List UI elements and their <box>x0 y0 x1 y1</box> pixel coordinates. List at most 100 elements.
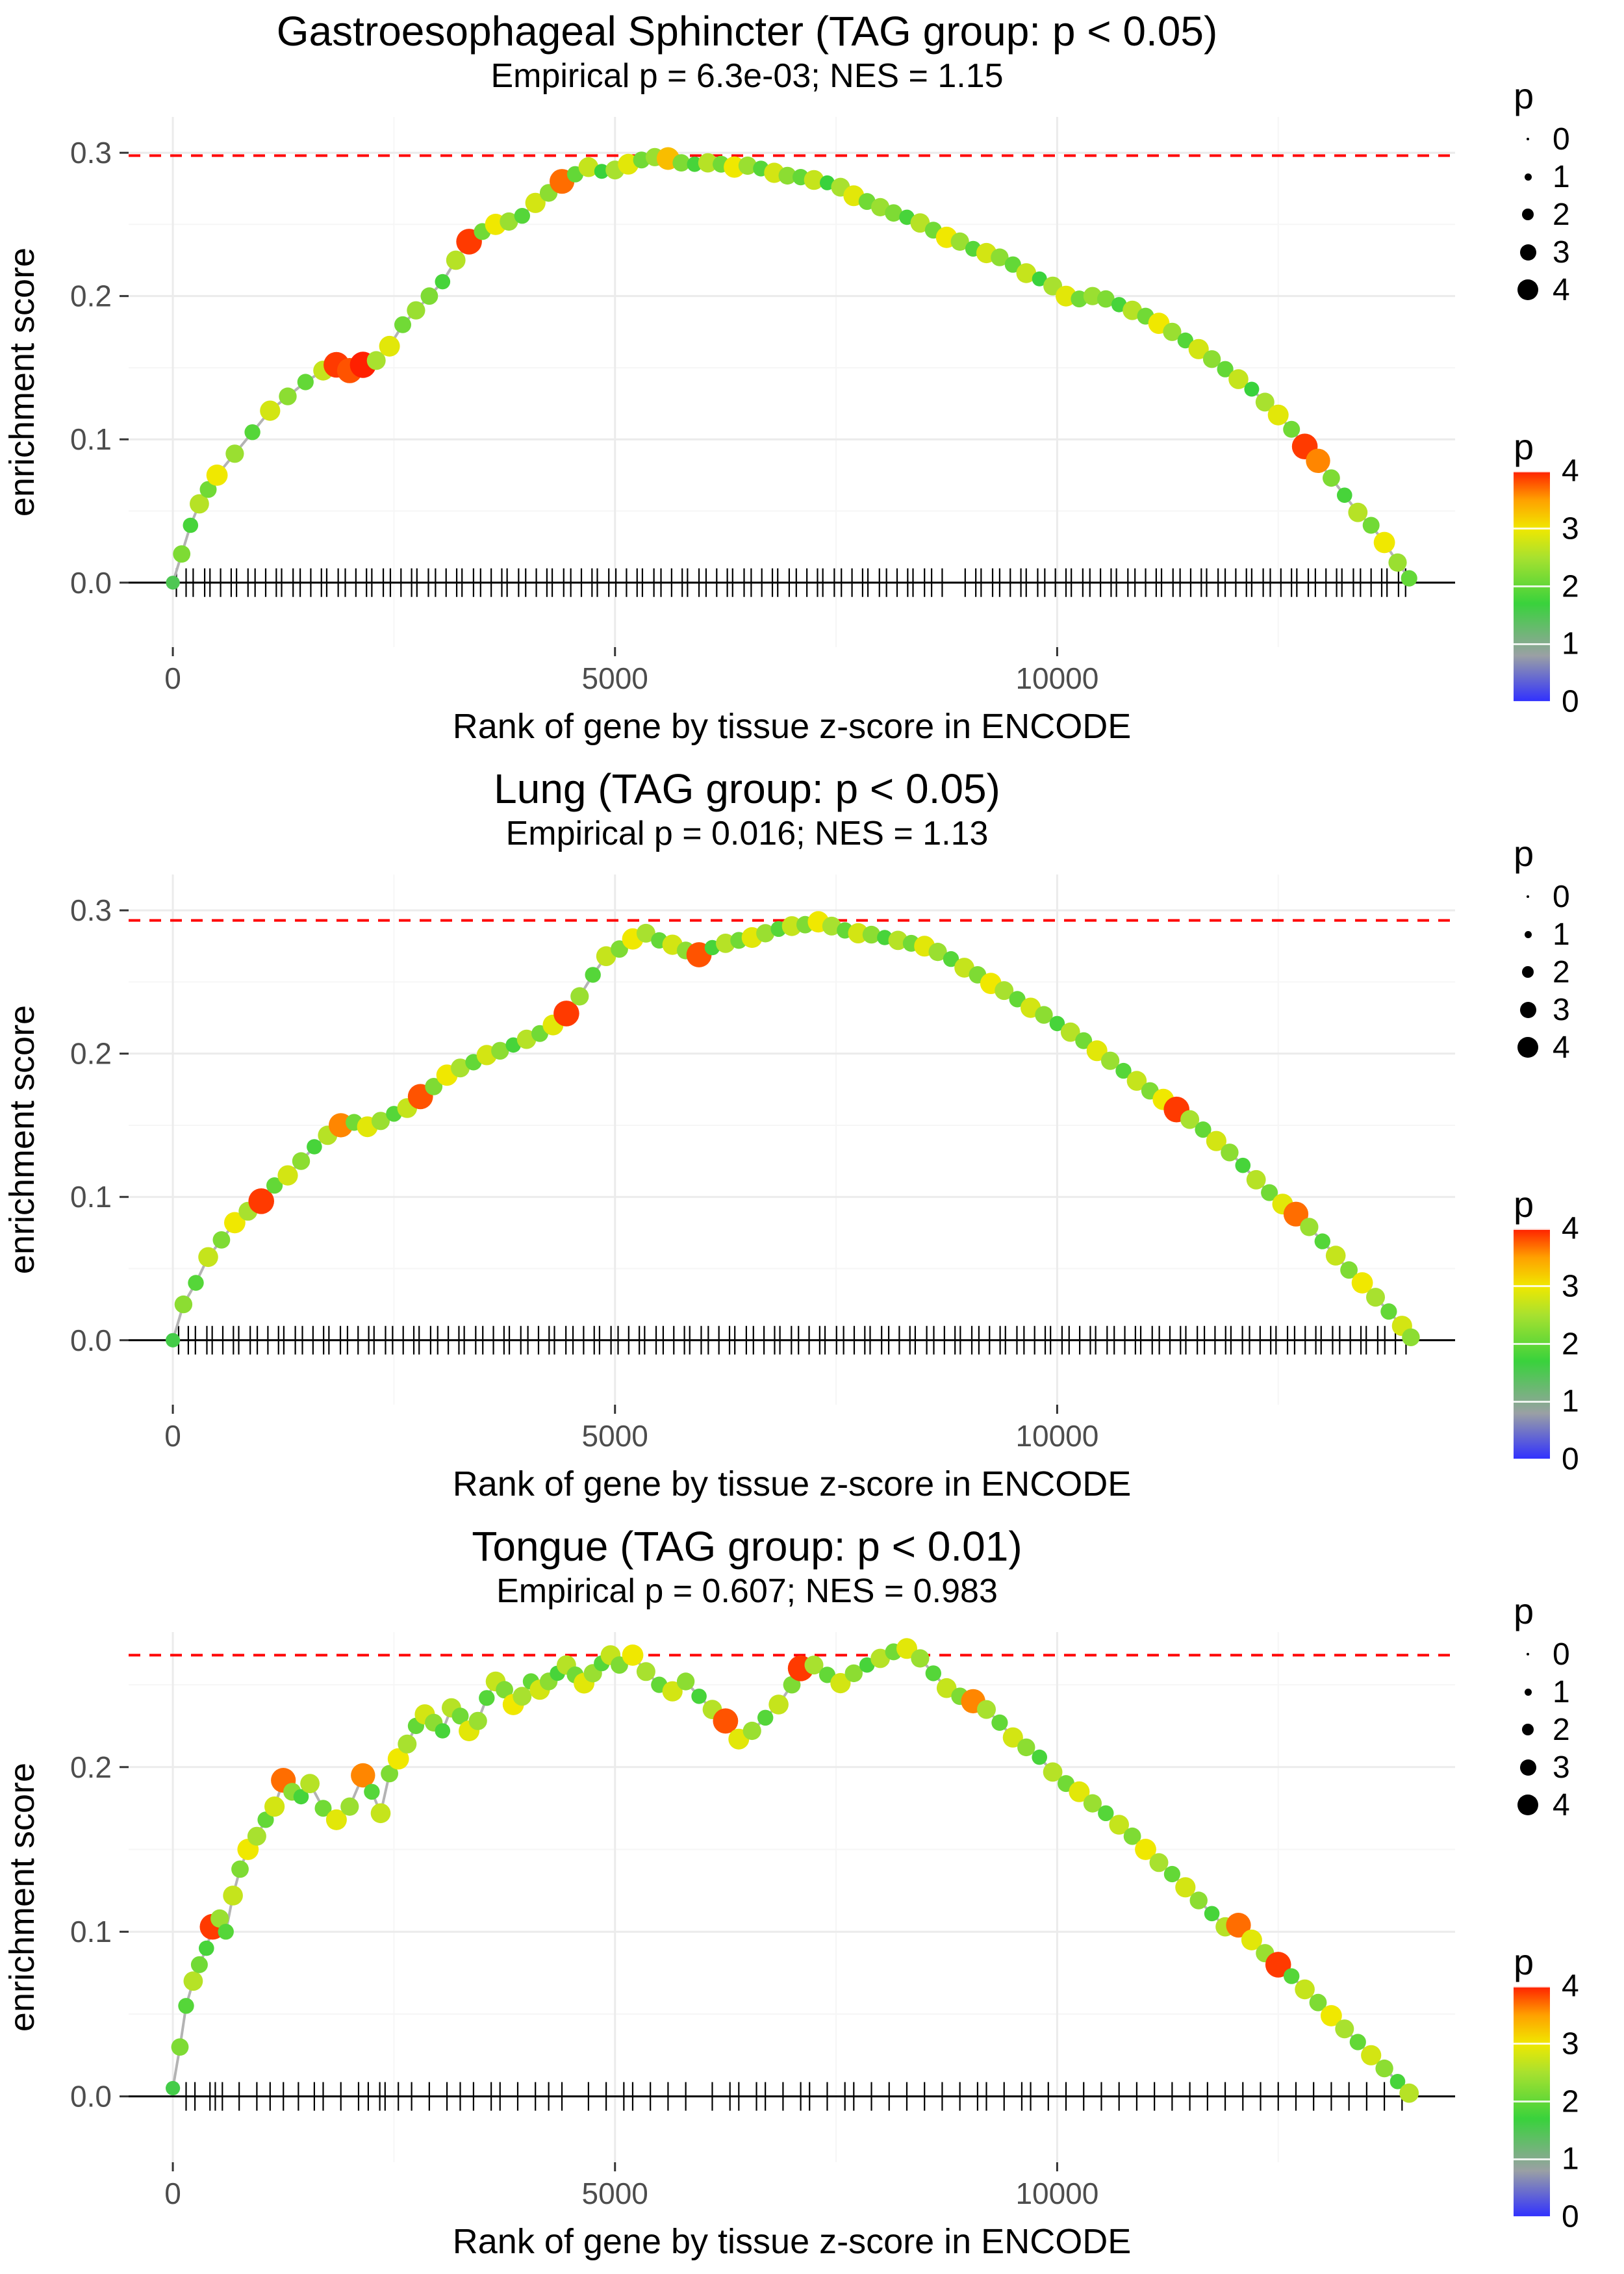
curve-point <box>1246 1169 1266 1190</box>
curve-point <box>370 1803 391 1824</box>
curve-point <box>738 156 757 175</box>
curve-point <box>1123 300 1142 320</box>
size-legend-dot-box <box>1514 238 1542 266</box>
curve-point <box>1135 1839 1156 1860</box>
curve-point <box>943 951 959 967</box>
curve-point <box>307 1139 322 1155</box>
y-tick-label: 0.1 <box>70 1915 112 1948</box>
curve-point <box>244 424 260 441</box>
curve-point <box>266 1177 283 1194</box>
y-axis-title: enrichment score <box>3 1763 42 2032</box>
curve-point <box>1300 1218 1319 1236</box>
size-legend-label: 1 <box>1553 917 1570 952</box>
curve-point <box>425 1078 443 1095</box>
panel-header: Gastroesophageal Sphincter (TAG group: p… <box>39 6 1455 96</box>
size-legend-item: 2 <box>1514 196 1570 233</box>
curve-point <box>1226 1913 1251 1938</box>
curve-point <box>218 1924 234 1940</box>
size-legend-item: 3 <box>1514 233 1570 271</box>
curve-point <box>387 1748 409 1770</box>
curve-point <box>1083 1794 1102 1813</box>
curve-point <box>1284 1968 1300 1984</box>
curve-point <box>1380 1303 1397 1320</box>
curve-point <box>183 517 199 533</box>
curve-point <box>1177 332 1194 349</box>
size-legend-item: 4 <box>1514 1786 1570 1824</box>
panel-header: Lung (TAG group: p < 0.05) Empirical p =… <box>39 764 1455 854</box>
color-bar-label: 4 <box>1562 1969 1579 2004</box>
curve-point <box>1175 1877 1196 1898</box>
color-legend-title: p <box>1514 426 1534 467</box>
color-bar-label: 1 <box>1562 626 1579 661</box>
curve-point <box>742 1721 761 1741</box>
curve-point <box>768 1694 789 1715</box>
curve-point <box>830 1673 851 1694</box>
curve-point <box>1337 487 1352 503</box>
curve-point <box>1388 553 1407 572</box>
size-legend-dot-icon <box>1524 1688 1532 1696</box>
curve-point <box>224 1212 246 1234</box>
curve-point <box>1221 1143 1239 1162</box>
curve-point <box>297 374 314 390</box>
panel-subtitle: Empirical p = 6.3e-03; NES = 1.15 <box>490 57 1004 95</box>
curve-point <box>1101 1051 1120 1070</box>
curve-point <box>822 916 841 936</box>
curve-point <box>1267 404 1289 426</box>
curve-point <box>804 170 824 190</box>
curve-point <box>1373 531 1395 554</box>
curve-point <box>1163 1865 1180 1883</box>
size-legend-label: 2 <box>1553 197 1570 232</box>
curve-point <box>859 1657 875 1673</box>
size-legend-label: 1 <box>1553 1674 1570 1709</box>
curve-point <box>1189 1891 1208 1910</box>
color-bar-label: 2 <box>1562 1327 1579 1361</box>
curve-point <box>1071 290 1088 308</box>
size-legend-dot-box <box>1514 995 1542 1024</box>
size-legend-dot-box <box>1514 200 1542 229</box>
curve-point <box>1283 420 1300 438</box>
curve-point <box>1265 1952 1291 1978</box>
size-legend-dot-icon <box>1519 1759 1536 1776</box>
size-legend-item: 0 <box>1514 120 1570 158</box>
curve-point <box>1043 1762 1063 1782</box>
size-legend-dot-icon <box>1517 1037 1538 1058</box>
curve-point <box>1348 502 1368 522</box>
curve-point <box>364 1783 380 1800</box>
curve-point <box>1180 1110 1200 1129</box>
color-bar-label: 4 <box>1562 454 1579 489</box>
curve-point <box>950 232 969 251</box>
color-bar-label: 3 <box>1562 1269 1579 1304</box>
curve-point <box>1086 1040 1108 1062</box>
curve-point <box>300 1774 320 1793</box>
curve-point <box>1244 381 1260 397</box>
curve-point <box>698 153 718 173</box>
curve-point <box>1149 1853 1169 1872</box>
curve-point <box>1202 350 1221 368</box>
size-legend-dot-icon <box>1517 279 1538 300</box>
curve-point <box>340 1797 359 1816</box>
size-legend-item: 4 <box>1514 1028 1570 1066</box>
curve-point <box>514 208 530 224</box>
curve-point <box>1126 1071 1147 1091</box>
curve-point <box>257 1811 274 1828</box>
color-bar-label: 2 <box>1562 569 1579 604</box>
curve-point <box>292 1152 311 1170</box>
color-bar-label: 0 <box>1562 1442 1579 1477</box>
curve-point <box>691 1689 707 1704</box>
curve-point <box>1306 448 1330 473</box>
curve-point <box>783 1676 801 1694</box>
curve-point <box>570 987 589 1006</box>
y-tick-label: 0.0 <box>70 2080 112 2114</box>
curve-point <box>420 287 438 305</box>
curve-point <box>925 1665 942 1681</box>
color-legend-title: p <box>1514 1941 1534 1982</box>
curve-point <box>1004 256 1021 273</box>
curve-point <box>594 164 609 179</box>
curve-point <box>1204 1906 1220 1922</box>
y-tick-label: 0.3 <box>70 893 112 927</box>
x-axis-title: Rank of gene by tissue z-score in ENCODE <box>453 707 1131 746</box>
y-axis-title: enrichment score <box>3 248 42 517</box>
curve-point <box>578 157 599 177</box>
